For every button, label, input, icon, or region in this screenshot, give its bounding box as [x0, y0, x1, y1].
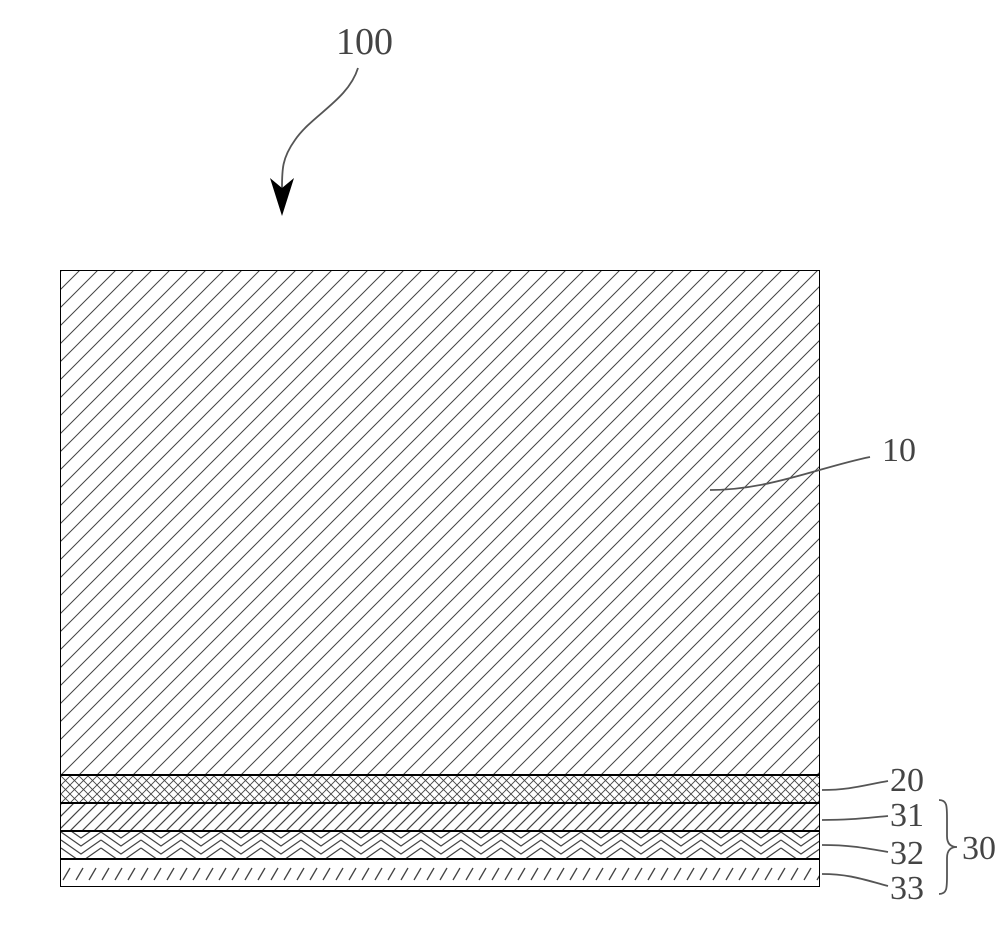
label-31: 31 — [890, 797, 924, 835]
assembly-arrow — [240, 60, 400, 230]
layer-33 — [60, 859, 820, 887]
label-10: 10 — [882, 432, 916, 470]
label-33: 33 — [890, 870, 924, 908]
layer-10 — [60, 270, 820, 775]
layer-31 — [60, 803, 820, 831]
bracket-30 — [935, 798, 965, 896]
layer-stack — [60, 270, 820, 890]
layer-32 — [60, 831, 820, 859]
label-20: 20 — [890, 762, 924, 800]
layer-20 — [60, 775, 820, 803]
label-30: 30 — [962, 830, 996, 868]
assembly-label: 100 — [336, 20, 393, 64]
